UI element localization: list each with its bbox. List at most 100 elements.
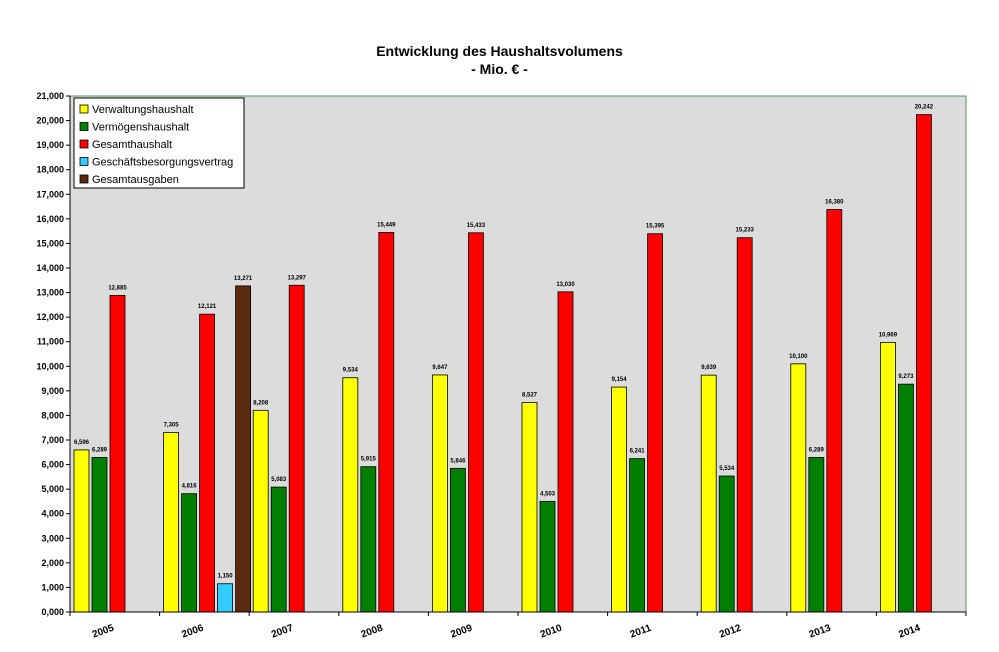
- chart-title-text: Entwicklung des Haushaltsvolumens: [376, 43, 623, 59]
- data-label: 9,273: [898, 374, 914, 380]
- data-label: 8,527: [522, 392, 538, 398]
- data-label: 6,289: [92, 447, 108, 453]
- legend: Verwaltungshaushalt Vermögenshaushalt Gesa…: [73, 97, 245, 189]
- data-label: 9,639: [701, 365, 717, 371]
- x-tick-label: 2011: [629, 623, 654, 641]
- bar: [217, 583, 234, 613]
- bar: [611, 386, 627, 613]
- legend-swatch: [79, 139, 89, 149]
- y-tick-label: 12,000: [36, 312, 64, 322]
- data-label: 7,305: [164, 423, 180, 429]
- legend-swatch: [79, 104, 89, 114]
- x-tick-label: 2012: [718, 623, 743, 641]
- x-tick-label: 2014: [897, 623, 922, 641]
- x-tick-label: 2013: [808, 623, 833, 641]
- data-label: 10,969: [879, 332, 898, 338]
- bar: [181, 493, 198, 613]
- bar: [700, 374, 717, 613]
- y-tick-label: 5,000: [41, 484, 64, 494]
- x-tick-label: 2009: [449, 623, 474, 641]
- y-tick-label: 7,000: [41, 435, 64, 445]
- y-axis: 0,000 1,000 2,000 3,000 4,000 5,000 6,000 7,000…: [36, 91, 71, 617]
- legend-swatch: [79, 122, 89, 131]
- legend-label: Gesamthaushalt: [92, 139, 172, 151]
- bar: [880, 342, 896, 613]
- bar: [199, 313, 216, 613]
- y-tick-label: 17,000: [36, 189, 64, 199]
- x-tick-label: 2007: [270, 623, 295, 641]
- bar: [808, 457, 825, 613]
- x-axis: 2005 2006 2007 2008 2009 2010 2011 2012 2013 2014: [69, 611, 967, 641]
- bar: [916, 114, 932, 613]
- legend-label: Geschäftsbesorgungsvertrag: [92, 157, 233, 169]
- y-tick-label: 10,000: [36, 361, 64, 371]
- bar: [647, 233, 663, 613]
- y-tick-label: 2,000: [41, 558, 64, 568]
- bar: [109, 294, 126, 613]
- data-label: 4,503: [540, 491, 556, 497]
- y-tick-label: 3,000: [41, 533, 64, 543]
- bar: [467, 232, 484, 613]
- legend-swatch: [79, 174, 89, 184]
- data-label: 20,242: [915, 105, 934, 111]
- bar: [629, 458, 645, 613]
- data-label: 5,915: [361, 457, 377, 463]
- data-label: 13,297: [288, 275, 307, 281]
- bar: [539, 500, 556, 613]
- y-tick-label: 19,000: [36, 140, 64, 150]
- bar: [163, 432, 180, 613]
- data-label: 1,150: [218, 574, 234, 580]
- legend-swatch: [79, 157, 89, 166]
- bar: [73, 449, 90, 613]
- chart-subtitle: - Mio. € -: [471, 61, 528, 77]
- bar: [360, 466, 377, 613]
- bar: [252, 409, 269, 613]
- data-label: 15,395: [646, 224, 665, 230]
- chart-title: Entwicklung des Haushaltsvolumens - Mio.…: [0, 42, 999, 78]
- y-tick-label: 8,000: [41, 410, 64, 420]
- data-label: 6,241: [630, 449, 646, 455]
- y-tick-label: 18,000: [36, 165, 64, 175]
- y-tick-label: 1,000: [41, 582, 64, 592]
- data-label: 13,271: [234, 276, 253, 282]
- y-tick-label: 4,000: [41, 509, 64, 519]
- data-label: 9,534: [343, 368, 359, 374]
- data-label: 12,885: [108, 285, 127, 291]
- data-label: 15,449: [377, 222, 396, 228]
- data-label: 9,154: [612, 377, 628, 383]
- bar: [557, 291, 574, 613]
- y-tick-label: 14,000: [36, 263, 64, 273]
- bar: [521, 402, 538, 613]
- y-tick-label: 15,000: [36, 238, 64, 248]
- y-tick-label: 0,000: [41, 607, 64, 617]
- data-label: 15,233: [736, 228, 755, 234]
- data-label: 9,647: [432, 365, 448, 371]
- bar: [736, 237, 753, 613]
- bar: [378, 231, 395, 613]
- bar: [288, 284, 305, 613]
- data-label: 12,121: [198, 304, 217, 310]
- data-label: 5,534: [719, 466, 735, 472]
- data-label: 10,100: [789, 354, 808, 360]
- bar: [790, 363, 807, 613]
- data-label: 6,596: [74, 440, 90, 446]
- data-label: 5,846: [450, 458, 466, 464]
- bar: [826, 209, 843, 613]
- data-label: 5,083: [271, 477, 287, 483]
- y-tick-label: 9,000: [41, 386, 64, 396]
- legend-box: [73, 97, 245, 189]
- bar: [431, 374, 448, 613]
- y-tick-label: 20,000: [36, 116, 64, 126]
- legend-label: Verwaltungshaushalt: [92, 104, 194, 116]
- legend-label: Vermögenshaushalt: [92, 122, 189, 134]
- data-label: 15,433: [467, 223, 486, 229]
- data-label: 6,289: [809, 447, 825, 453]
- x-tick-label: 2010: [539, 623, 564, 641]
- bar: [449, 467, 466, 613]
- legend-label: Gesamtausgaben: [92, 174, 179, 186]
- x-tick-label: 2008: [360, 623, 385, 641]
- bar: [898, 383, 914, 613]
- y-tick-label: 6,000: [41, 460, 64, 470]
- bar: [718, 475, 735, 613]
